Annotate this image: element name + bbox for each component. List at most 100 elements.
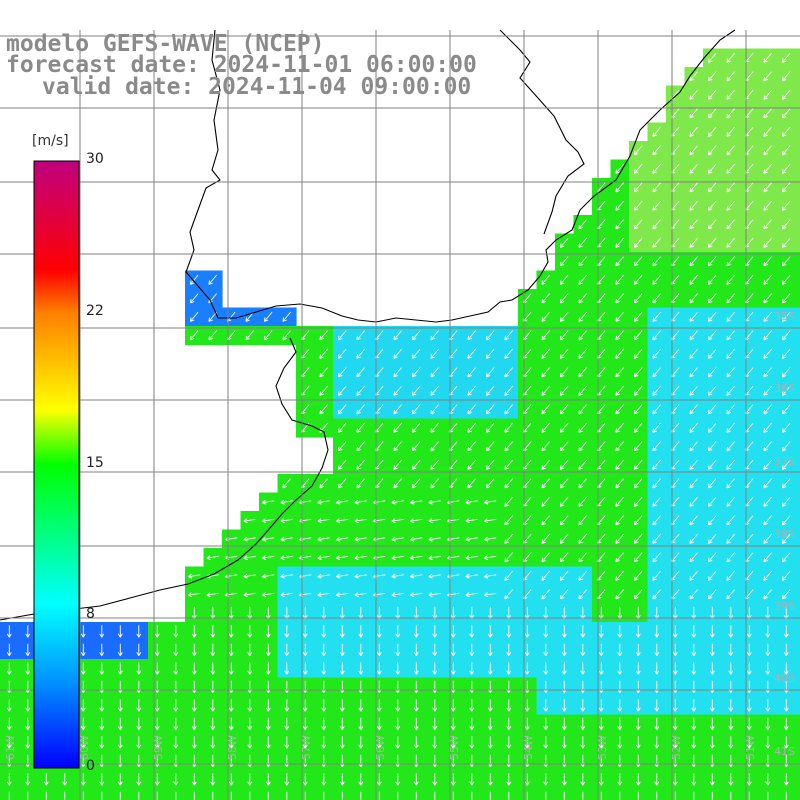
wind-arrow xyxy=(726,533,735,544)
wind-cell xyxy=(795,344,800,364)
wind-arrow xyxy=(504,552,513,563)
wind-arrow xyxy=(267,791,269,800)
wind-arrow xyxy=(561,625,567,638)
wind-arrow xyxy=(783,625,789,638)
wind-arrow xyxy=(559,589,569,600)
lon-label: 55W xyxy=(448,735,461,760)
wind-arrow xyxy=(173,717,179,731)
wind-arrow xyxy=(689,219,698,230)
wind-arrow xyxy=(635,662,641,675)
wind-arrow xyxy=(265,699,271,712)
wind-arrow xyxy=(302,773,308,786)
wind-arrow xyxy=(654,773,660,786)
wind-arrow xyxy=(763,348,772,359)
wind-arrow xyxy=(633,385,643,396)
wind-arrow xyxy=(265,625,271,638)
wind-arrow xyxy=(633,459,643,470)
wind-arrow xyxy=(691,699,697,712)
wind-arrow xyxy=(763,108,772,119)
wind-arrow xyxy=(689,570,698,581)
wind-arrow xyxy=(263,330,273,341)
wind-arrow xyxy=(545,791,547,800)
wind-arrow xyxy=(615,533,624,544)
wind-arrow xyxy=(191,736,197,749)
wind-arrow xyxy=(781,330,791,341)
wind-arrow xyxy=(506,699,512,712)
wind-arrow xyxy=(410,573,423,579)
wind-arrow xyxy=(674,791,676,800)
wind-arrow xyxy=(469,717,475,731)
wind-arrow xyxy=(652,200,661,211)
wind-arrow xyxy=(117,662,123,675)
wind-arrow xyxy=(119,791,121,800)
wind-arrow xyxy=(781,311,791,322)
wind-arrow xyxy=(763,589,772,600)
wind-arrow xyxy=(578,348,587,359)
wind-arrow xyxy=(43,773,49,786)
wind-arrow xyxy=(467,330,476,341)
wind-cell xyxy=(795,122,800,142)
wind-arrow xyxy=(467,478,476,489)
wind-arrow xyxy=(561,773,567,786)
wind-arrow xyxy=(633,404,643,415)
wind-arrow xyxy=(654,643,660,657)
wind-arrow xyxy=(321,625,327,638)
wind-arrow xyxy=(99,736,105,749)
wind-arrow xyxy=(746,625,752,638)
wind-arrow xyxy=(781,71,791,82)
wind-arrow xyxy=(689,71,698,82)
wind-arrow xyxy=(707,367,717,378)
wind-arrow xyxy=(707,589,717,600)
wind-arrow xyxy=(709,736,715,749)
wind-arrow xyxy=(633,496,643,507)
wind-arrow xyxy=(487,625,493,638)
wind-arrow xyxy=(600,791,602,800)
wind-arrow xyxy=(541,496,550,507)
wind-arrow xyxy=(652,496,661,507)
wind-arrow xyxy=(504,385,513,396)
colorbar-tick-30: 30 xyxy=(86,151,104,167)
wind-arrow xyxy=(336,555,349,561)
wind-arrow xyxy=(541,367,550,378)
wind-arrow xyxy=(411,441,421,452)
wind-arrow xyxy=(654,699,660,712)
wind-arrow xyxy=(317,573,330,579)
wind-arrow xyxy=(469,699,475,712)
wind-arrow xyxy=(6,736,12,749)
wind-arrow xyxy=(783,717,789,731)
wind-arrow xyxy=(781,145,791,156)
wind-arrow xyxy=(728,699,734,712)
wind-arrow xyxy=(467,441,476,452)
wind-arrow xyxy=(356,422,365,433)
wind-arrow xyxy=(615,570,624,581)
wind-arrow xyxy=(487,773,493,786)
wind-arrow xyxy=(341,791,343,800)
wind-arrow xyxy=(707,385,717,396)
wind-arrow xyxy=(485,478,495,489)
wind-arrow xyxy=(652,422,661,433)
wind-arrow xyxy=(247,773,253,786)
wind-arrow xyxy=(652,515,661,526)
wind-cell xyxy=(795,159,800,179)
wind-arrow xyxy=(524,643,530,657)
wind-arrow xyxy=(781,459,791,470)
wind-arrow xyxy=(580,643,586,657)
wind-arrow xyxy=(465,499,478,505)
wind-arrow xyxy=(652,589,661,600)
wind-arrow xyxy=(469,662,475,675)
wind-arrow xyxy=(339,773,345,786)
wind-arrow xyxy=(707,533,717,544)
wind-arrow xyxy=(672,773,678,786)
wind-arrow xyxy=(317,555,330,561)
wind-arrow xyxy=(781,478,791,489)
wind-arrow xyxy=(504,533,513,544)
wind-arrow xyxy=(783,699,789,712)
wind-arrow xyxy=(617,625,623,638)
wind-arrow xyxy=(559,367,569,378)
wind-arrow xyxy=(633,293,643,304)
wind-arrow xyxy=(136,717,142,731)
wind-arrow xyxy=(654,662,660,675)
wind-arrow xyxy=(559,293,569,304)
wind-arrow xyxy=(707,126,717,137)
wind-arrow xyxy=(707,89,717,100)
